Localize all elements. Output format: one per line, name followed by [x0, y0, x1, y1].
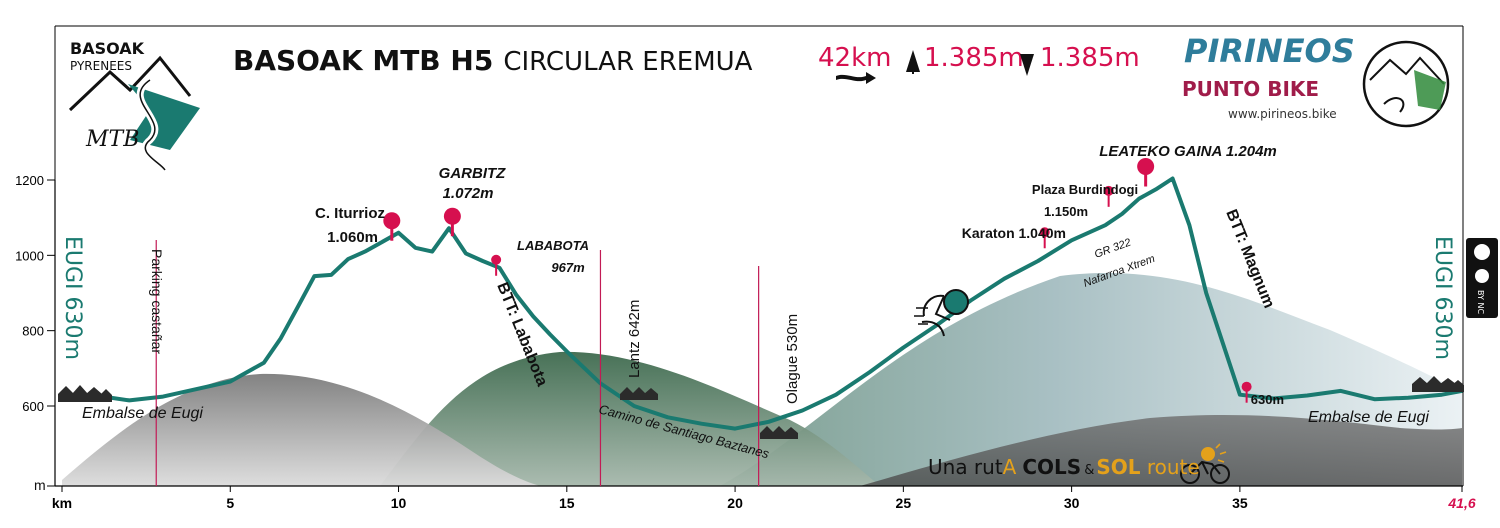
marker-label-burdindogi: Plaza Burdindogi: [1032, 182, 1138, 197]
footer-brand-part4: &: [1084, 463, 1094, 478]
logo-left-mtb: MTB: [85, 127, 139, 152]
summit-markers: [383, 157, 1252, 403]
elevation-profile-line: [60, 176, 1464, 431]
marker-value-lababota: 967m: [551, 260, 585, 275]
marker-dot: [1103, 185, 1114, 196]
village-icons: [58, 376, 1464, 439]
ascent-arrow-icon: [906, 50, 920, 74]
marker-labels: C. Iturrioz 1.060m GARBITZ 1.072m LABABO…: [315, 143, 1284, 407]
header: BASOAK MTB H5 CIRCULAR EREMUA 42km 1.385m…: [233, 43, 1140, 84]
marker-dot: [1137, 157, 1155, 175]
logo-road-outline: [139, 79, 166, 171]
distance-value: 42km: [818, 43, 891, 73]
marker-value-garbitz: 1.072m: [443, 185, 494, 202]
title-light: CIRCULAR EREMUA: [503, 47, 752, 77]
marker-label-garbitz: GARBITZ: [439, 165, 506, 182]
label-parking: Parking castañar: [149, 249, 165, 354]
footer-brand-part1: Una rut: [928, 455, 1003, 479]
logo-right-line1: PIRINEOS: [1184, 32, 1355, 70]
distance-arrow-icon: [836, 72, 876, 84]
logo-emblem-road: [1383, 97, 1405, 113]
marker-value-burdindogi: 1.150m: [1044, 204, 1088, 219]
y-tick-label: 1000: [15, 248, 44, 263]
x-tick-label: 20: [727, 495, 743, 511]
y-ticks: 600 800 1000 1200: [15, 173, 55, 414]
annotation-eugi-start: EUGI 630m: [60, 236, 85, 360]
houses-icon: [760, 426, 798, 439]
logo-teal-shape: [128, 84, 200, 150]
y-tick-label: 600: [22, 399, 44, 414]
marker-dot: [1241, 381, 1252, 392]
ascent-value: 1.385m: [924, 43, 1024, 73]
logo-left-line2: PYRENEES: [70, 59, 132, 73]
background-mountains: [62, 273, 1462, 486]
houses-icon: [620, 387, 658, 400]
logo-emblem-mountain: [1369, 56, 1445, 85]
x-tick-label: 41,6: [1447, 495, 1475, 511]
vertical-reference-lines: [155, 240, 760, 486]
footer-brand-part2: A: [1003, 455, 1017, 479]
x-ticks: km 5 10 15 20 25 30 35 41,6: [52, 486, 1476, 511]
x-tick-label: 5: [226, 495, 234, 511]
page-title: BASOAK MTB H5 CIRCULAR EREMUA: [233, 44, 753, 77]
x-tick-label: 25: [896, 495, 912, 511]
marker-value-iturrioz: 1.060m: [327, 229, 378, 246]
label-olague: Olague 530m: [784, 314, 801, 404]
annotation-eugi-end: EUGI 630m: [1430, 236, 1455, 360]
mountain-front: [860, 415, 1462, 486]
x-tick-label: km: [52, 495, 72, 511]
footer-brand-part5: SOL: [1096, 455, 1140, 479]
cc-icon: [1474, 244, 1490, 260]
descent-value: 1.385m: [1040, 43, 1140, 73]
y-tick-label: 1200: [15, 173, 44, 188]
marker-label-karaton: Karaton 1.040m: [962, 225, 1066, 241]
marker-label-lababota: LABABOTA: [517, 238, 589, 253]
mountain-green: [380, 351, 880, 486]
cc-license-badge: BY NC: [1466, 238, 1498, 318]
y-tick-label: 800: [22, 324, 44, 339]
mountain-grey: [62, 373, 540, 486]
logo-mountain-shape: [68, 55, 192, 112]
x-tick-label: 15: [559, 495, 575, 511]
houses-icon: [1412, 376, 1464, 392]
descent-arrow-icon: [1020, 54, 1034, 76]
x-tick-label: 30: [1064, 495, 1080, 511]
footer-brand-part6: route: [1140, 455, 1199, 479]
cc-badge-text: BY NC: [1476, 290, 1485, 314]
annotation-gr322: GR 322: [1093, 237, 1133, 261]
marker-label-630: 630m: [1251, 392, 1284, 407]
marker-dot: [383, 212, 401, 230]
marker-label-iturrioz: C. Iturrioz: [315, 205, 385, 222]
cyclist-icon: [914, 289, 969, 337]
marker-dot: [491, 254, 502, 265]
logo-right-url: www.pirineos.bike: [1228, 107, 1337, 121]
x-tick-label: 35: [1232, 495, 1248, 511]
y-axis-bottom-label: m: [34, 477, 46, 493]
basoak-logo: BASOAK PYRENEES MTB: [68, 39, 200, 173]
cyclist-icon: [1180, 443, 1230, 484]
logo-right-line2: PUNTO BIKE: [1182, 77, 1319, 101]
annotation-embalse-end: Embalse de Eugi: [1308, 409, 1429, 426]
marker-label-leateko: LEATEKO GAINA 1.204m: [1099, 143, 1277, 160]
houses-icon: [58, 385, 112, 402]
footer-brand: Una rutA COLS & SOL route: [928, 455, 1200, 479]
label-lantz: Lantz 642m: [626, 300, 643, 378]
footer-brand-part3: COLS: [1022, 455, 1081, 479]
x-tick-label: 10: [391, 495, 407, 511]
by-icon: [1475, 269, 1489, 283]
logo-left-line1: BASOAK: [70, 39, 145, 58]
annotation-embalse-start: Embalse de Eugi: [82, 405, 203, 422]
pirineos-logo: PIRINEOS PUNTO BIKE www.pirineos.bike: [1182, 32, 1450, 128]
marker-dot: [443, 207, 461, 225]
marker-dot: [1039, 227, 1050, 238]
logo-emblem-green: [1414, 70, 1446, 110]
title-bold: BASOAK MTB H5: [233, 44, 493, 77]
reference-line-labels: Parking castañar Lantz 642m Olague 530m: [149, 249, 801, 404]
